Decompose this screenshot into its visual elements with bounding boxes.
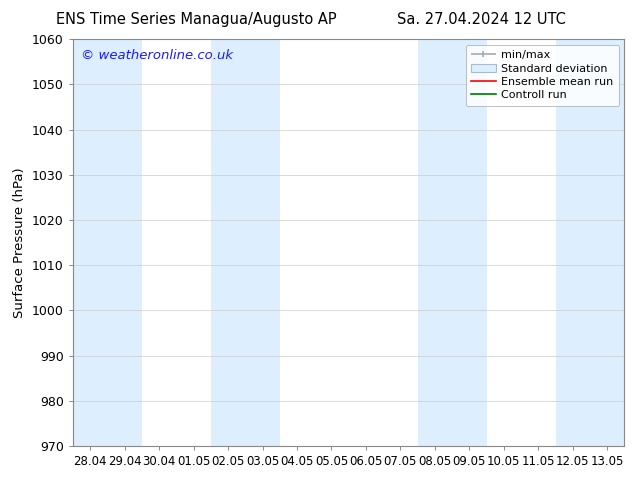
Bar xyxy=(245,39,280,446)
Text: © weatheronline.co.uk: © weatheronline.co.uk xyxy=(81,49,233,62)
Bar xyxy=(210,39,245,446)
Legend: min/max, Standard deviation, Ensemble mean run, Controll run: min/max, Standard deviation, Ensemble me… xyxy=(465,45,619,106)
Bar xyxy=(73,39,107,446)
Bar xyxy=(590,39,624,446)
Bar xyxy=(418,39,452,446)
Bar xyxy=(555,39,590,446)
Text: ENS Time Series Managua/Augusto AP: ENS Time Series Managua/Augusto AP xyxy=(56,12,337,27)
Y-axis label: Surface Pressure (hPa): Surface Pressure (hPa) xyxy=(13,167,27,318)
Text: Sa. 27.04.2024 12 UTC: Sa. 27.04.2024 12 UTC xyxy=(398,12,566,27)
Bar xyxy=(452,39,487,446)
Bar xyxy=(107,39,142,446)
